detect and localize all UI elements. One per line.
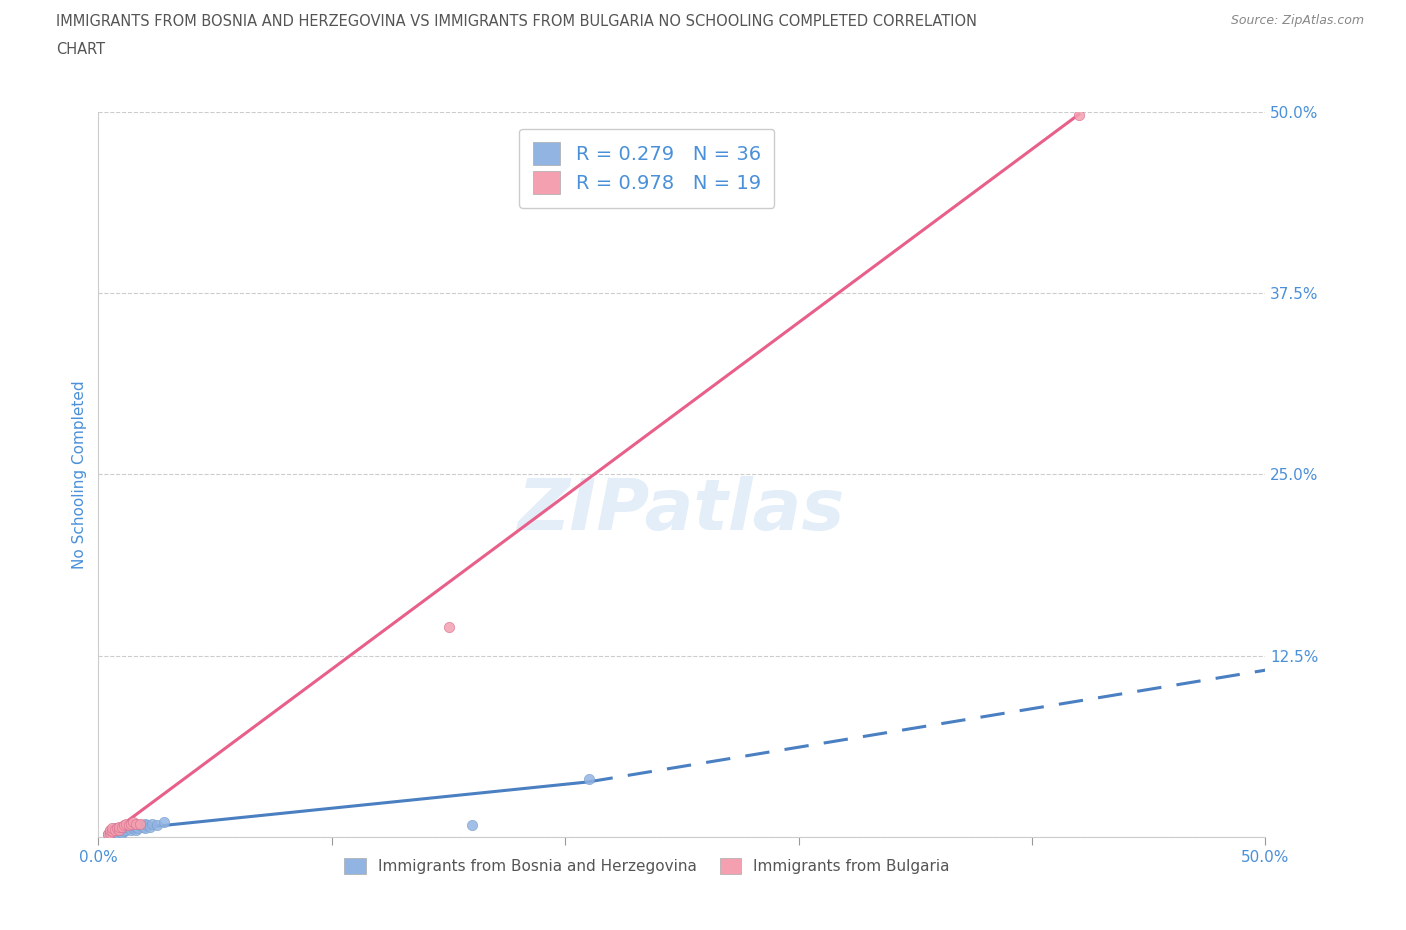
Point [136,818,159,833]
Point [115,819,138,834]
Point [98,825,121,840]
Point [101,822,124,837]
Point [112,818,135,833]
Point [108,822,131,837]
Point [101,821,124,836]
Point [98,822,121,837]
Text: CHART: CHART [56,42,105,57]
Legend: Immigrants from Bosnia and Herzegovina, Immigrants from Bulgaria: Immigrants from Bosnia and Herzegovina, … [337,852,956,880]
Point [97,827,120,842]
Point [134,817,156,831]
Text: ZIPatlas: ZIPatlas [519,476,845,545]
Point [105,825,128,840]
Point [108,824,131,839]
Point [98,825,121,840]
Point [461,818,484,833]
Point [101,825,124,840]
Point [104,824,127,839]
Text: IMMIGRANTS FROM BOSNIA AND HERZEGOVINA VS IMMIGRANTS FROM BULGARIA NO SCHOOLING : IMMIGRANTS FROM BOSNIA AND HERZEGOVINA V… [56,14,977,29]
Point [122,818,145,833]
Point [104,821,127,836]
Point [132,819,155,834]
Point [112,821,135,836]
Point [108,819,131,834]
Point [98,824,121,839]
Point [127,821,149,836]
Text: Source: ZipAtlas.com: Source: ZipAtlas.com [1230,14,1364,27]
Point [111,822,134,837]
Point [122,821,145,836]
Point [104,827,127,842]
Point [125,822,148,837]
Point [112,824,135,839]
Point [104,822,127,837]
Point [120,822,142,837]
Point [118,818,141,833]
Point [101,824,124,839]
Point [105,822,128,837]
Point [115,822,138,837]
Point [152,815,174,830]
Point [141,817,163,831]
Point [578,772,600,787]
Point [111,819,134,834]
Point [146,818,169,833]
Point [108,821,131,836]
Point [122,815,145,830]
Point [118,821,141,836]
Point [120,817,142,831]
Point [437,619,460,634]
Point [134,821,156,836]
Point [1067,107,1090,122]
Point [97,827,120,842]
Point [125,819,148,834]
Point [139,819,162,834]
Point [129,817,152,831]
Point [125,817,148,831]
Point [105,821,128,836]
Y-axis label: No Schooling Completed: No Schooling Completed [72,380,87,568]
Point [111,825,134,840]
Point [129,818,152,833]
Point [115,817,138,831]
